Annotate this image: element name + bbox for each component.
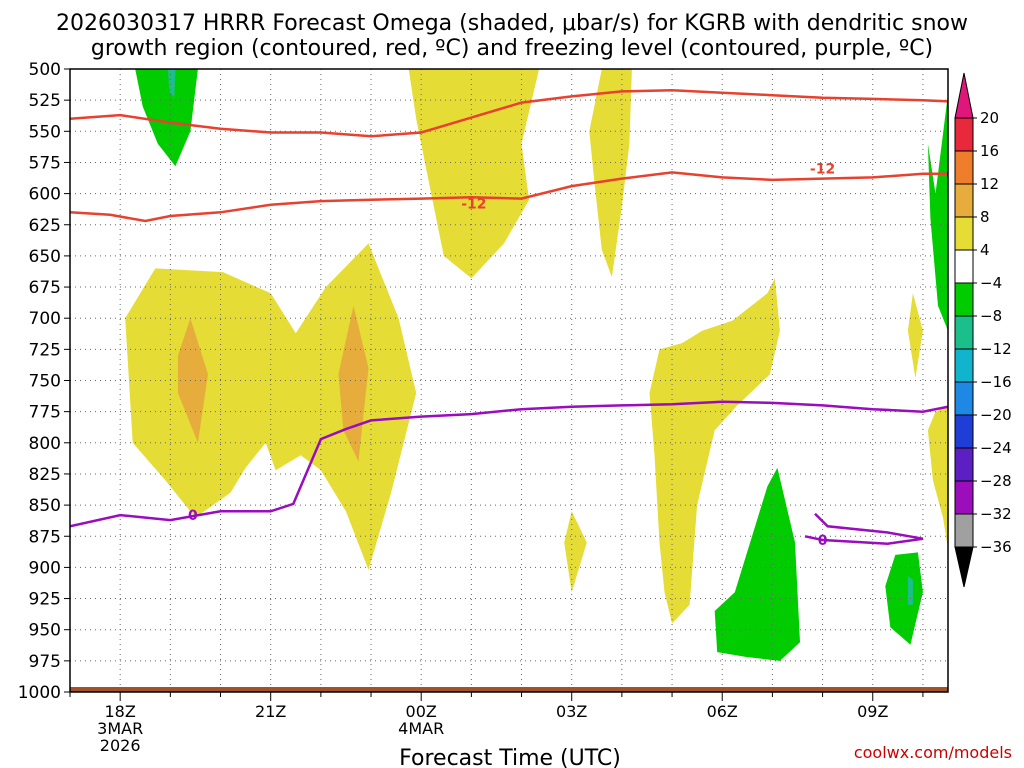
y-tick-label: 825 — [29, 465, 61, 485]
colorbar-extend-bottom — [954, 546, 974, 588]
svg-text:-12: -12 — [461, 197, 486, 213]
colorbar-segment — [954, 447, 974, 482]
colorbar-segment — [954, 249, 974, 284]
y-tick-label: 550 — [29, 122, 61, 142]
freezing-level-closed-label: 0 — [818, 533, 828, 549]
svg-text:0: 0 — [188, 508, 198, 524]
omega-rising-region-8 — [927, 405, 948, 549]
colorbar-label: 4 — [980, 241, 990, 259]
y-tick-label: 500 — [29, 60, 61, 80]
y-axis: 500 525 550 575 600 625 650 675 700 725 750 775 800 8… — [18, 60, 70, 703]
y-tick-label: 850 — [29, 496, 61, 516]
colorbar-label: −28 — [980, 472, 1012, 490]
y-tick-label: 950 — [29, 621, 61, 641]
y-tick-label: 575 — [29, 153, 61, 173]
chart-title-line1: 2026030317 HRRR Forecast Omega (shaded, … — [56, 11, 968, 36]
colorbar-label: −20 — [980, 406, 1012, 424]
y-tick-label: 800 — [29, 434, 61, 454]
colorbar-segment — [954, 216, 974, 251]
colorbar-segment — [954, 348, 974, 383]
y-tick-label: 975 — [29, 652, 61, 672]
x-tick-label: 06Z — [707, 702, 738, 721]
freezing-level-label: 0 — [188, 508, 198, 524]
colorbar: 20 16 12 8 4 −4 −8 −12 −16 −20 −24 −28 −32 −36 — [954, 72, 1012, 588]
plot-area: -12 -12 0 0 — [69, 68, 949, 693]
dgz-label-middle: -12 — [461, 197, 486, 213]
x-tick-label: 09Z — [857, 702, 888, 721]
omega-rising-region-4 — [338, 305, 369, 462]
freezing-level-contour-closed — [804, 512, 924, 545]
x-tick-label: 18Z 3MAR 2026 — [97, 702, 143, 755]
x-axis: 18Z 3MAR 2026 21Z 00Z 4MAR 03Z 06Z 09Z — [69, 692, 924, 755]
colorbar-label: −32 — [980, 505, 1012, 523]
colorbar-segment — [954, 513, 974, 548]
y-tick-label: 525 — [29, 91, 61, 111]
omega-sinking-region-4 — [885, 552, 923, 645]
x-tick-label: 00Z 4MAR — [398, 702, 444, 738]
colorbar-label: −36 — [980, 538, 1012, 556]
y-tick-label: 925 — [29, 590, 61, 610]
omega-sinking-region-0 — [135, 69, 198, 167]
y-tick-label: 775 — [29, 403, 61, 423]
omega-rising-region-0 — [408, 69, 540, 279]
x-axis-label: Forecast Time (UTC) — [399, 746, 621, 768]
omega-rising-region-1 — [589, 69, 632, 278]
chart-title-line2: growth region (contoured, red, ºC) and f… — [91, 36, 933, 61]
omega-sinking-region-5 — [907, 576, 913, 605]
y-tick-label: 725 — [29, 340, 61, 360]
colorbar-label: 8 — [980, 208, 990, 226]
svg-text:-12: -12 — [810, 162, 835, 178]
colorbar-segment — [954, 150, 974, 185]
svg-text:0: 0 — [818, 533, 828, 549]
omega-rising-region-5 — [649, 278, 780, 624]
y-tick-label: 650 — [29, 247, 61, 267]
y-tick-label: 1000 — [18, 683, 61, 703]
x-tick-label: 03Z — [556, 702, 587, 721]
omega-rising-region-7 — [907, 293, 923, 378]
y-tick-label: 600 — [29, 185, 61, 205]
colorbar-label: −8 — [980, 307, 1002, 325]
colorbar-segment — [954, 282, 974, 317]
colorbar-segment — [954, 480, 974, 515]
colorbar-segment — [954, 117, 974, 152]
colorbar-label: 16 — [980, 142, 999, 160]
colorbar-label: −24 — [980, 439, 1012, 457]
y-tick-label: 875 — [29, 527, 61, 547]
colorbar-label: 20 — [980, 109, 999, 127]
freezing-level-contour — [70, 400, 948, 528]
colorbar-segment — [954, 315, 974, 350]
x-tick-label: 21Z — [255, 702, 286, 721]
y-tick-label: 700 — [29, 309, 61, 329]
colorbar-label: −4 — [980, 274, 1002, 292]
colorbar-segment — [954, 183, 974, 218]
omega-sinking-region-2 — [714, 467, 800, 661]
y-tick-label: 625 — [29, 216, 61, 236]
plot-inner: -12 -12 0 0 — [70, 69, 948, 692]
colorbar-extend-top — [954, 72, 974, 119]
colorbar-label: −12 — [980, 340, 1012, 358]
credit-link[interactable]: coolwx.com/models — [854, 743, 1012, 762]
omega-sinking-region-3 — [927, 93, 948, 331]
dgz-contour-upper — [70, 88, 948, 138]
colorbar-label: 12 — [980, 175, 999, 193]
dgz-contour-lower — [70, 171, 948, 223]
terrain-strip — [70, 687, 948, 692]
y-tick-label: 750 — [29, 372, 61, 392]
colorbar-label: −16 — [980, 373, 1012, 391]
dgz-label-right: -12 — [810, 162, 835, 178]
colorbar-segment — [954, 381, 974, 416]
y-tick-label: 900 — [29, 558, 61, 578]
omega-rising-region-2 — [125, 243, 417, 570]
omega-sinking-region-1 — [167, 69, 176, 98]
omega-rising-region-6 — [564, 511, 587, 593]
colorbar-segment — [954, 414, 974, 449]
y-tick-label: 675 — [29, 278, 61, 298]
